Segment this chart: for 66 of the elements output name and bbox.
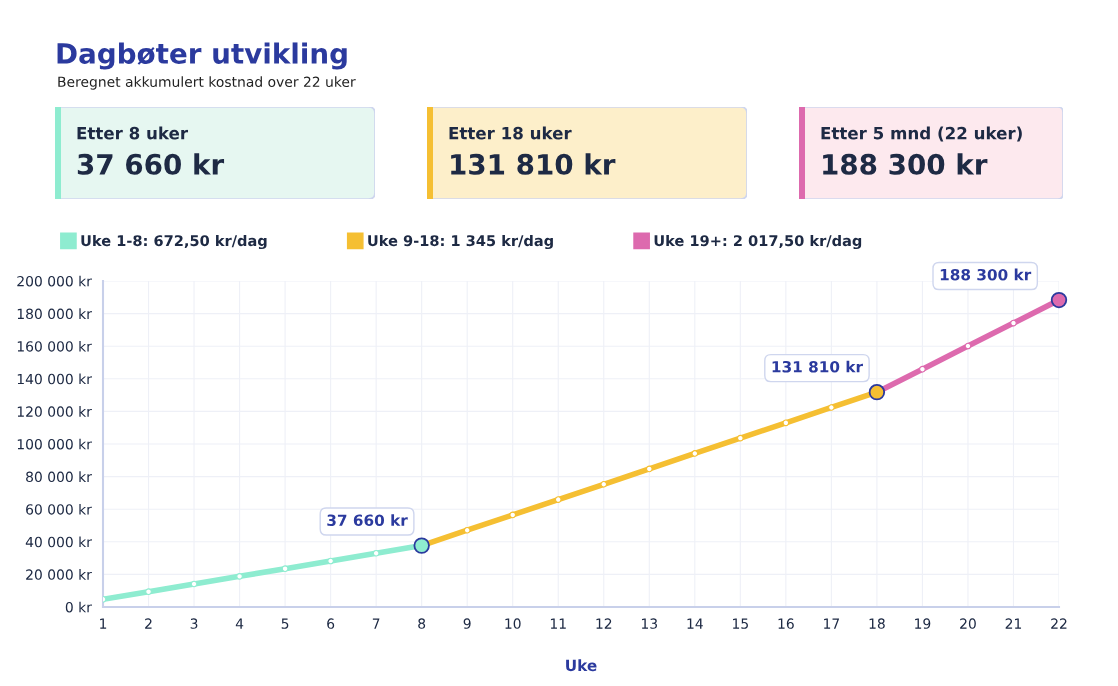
text: Etter 8 uker bbox=[77, 126, 189, 140]
x-tick-label: 11 bbox=[550, 618, 566, 629]
x-tick-label: 5 bbox=[281, 618, 289, 629]
x-tick-label: 8 bbox=[418, 618, 426, 629]
x-tick-label: 2 bbox=[145, 618, 152, 629]
legend-label: Uke 9-18: 1 345 kr/dag bbox=[368, 234, 553, 250]
x-tick-label: 10 bbox=[505, 618, 521, 629]
point bbox=[964, 342, 972, 350]
text: Etter 5 mnd (22 uker) bbox=[821, 126, 1022, 142]
x-tick-label: 21 bbox=[1005, 618, 1022, 629]
y-tick-label: 180 000 kr bbox=[17, 308, 92, 320]
x-tick-label: 19 bbox=[915, 618, 931, 629]
y-tick-label: 140 000 kr bbox=[17, 373, 92, 385]
point bbox=[509, 511, 517, 519]
point bbox=[463, 526, 471, 534]
x-tick-label: 20 bbox=[960, 618, 976, 629]
y-tick-label: 40 000 kr bbox=[25, 536, 92, 548]
point bbox=[919, 365, 926, 373]
point bbox=[281, 565, 289, 573]
y-tick-label: 0 kr bbox=[65, 601, 92, 613]
point bbox=[145, 588, 152, 596]
x-tick-label: 15 bbox=[733, 618, 748, 629]
point bbox=[645, 465, 653, 473]
chart-title: Dagbøter utvikling bbox=[57, 42, 347, 70]
point bbox=[828, 404, 835, 411]
y-tick-label: 80 000 kr bbox=[26, 471, 92, 483]
y-tick-label: 100 000 kr bbox=[17, 438, 92, 450]
point bbox=[1010, 319, 1017, 327]
text: 37 660 kr bbox=[77, 153, 225, 175]
x-tick-label: 16 bbox=[778, 618, 794, 629]
x-tick-label: 4 bbox=[235, 618, 244, 629]
point bbox=[691, 450, 699, 457]
x-tick-label: 17 bbox=[824, 618, 840, 629]
text: 131 810 kr bbox=[451, 153, 616, 175]
x-tick-label: 14 bbox=[687, 618, 703, 629]
chart-subtitle: Beregnet akkumulert kostnad over 22 uker bbox=[58, 76, 356, 90]
x-tick-label: 1 bbox=[100, 618, 107, 629]
text: 188 300 kr bbox=[823, 153, 988, 175]
annotation: 131 810 kr bbox=[772, 360, 863, 373]
y-tick-label: 60 000 kr bbox=[26, 503, 92, 515]
point bbox=[600, 480, 608, 488]
point bbox=[372, 549, 380, 557]
y-tick-label: 20 000 kr bbox=[26, 569, 92, 580]
point bbox=[190, 580, 198, 588]
point bbox=[327, 557, 334, 565]
y-tick-label: 120 000 kr bbox=[17, 406, 92, 417]
point bbox=[236, 573, 243, 580]
x-tick-label: 7 bbox=[372, 618, 380, 629]
x-tick-label: 9 bbox=[463, 618, 471, 629]
y-tick-label: 200 000 kr bbox=[17, 275, 92, 287]
point bbox=[737, 434, 744, 442]
annotation: 188 300 kr bbox=[940, 268, 1032, 281]
point bbox=[782, 419, 790, 427]
x-tick-label: 18 bbox=[869, 618, 885, 629]
point bbox=[554, 496, 562, 503]
x-tick-label: 12 bbox=[596, 618, 612, 629]
y-tick-label: 160 000 kr bbox=[17, 340, 92, 352]
legend-label: Uke 1-8: 672,50 kr/dag bbox=[81, 234, 267, 250]
annotation: 37 660 kr bbox=[327, 514, 408, 526]
x-tick-label: 22 bbox=[1051, 618, 1067, 629]
legend-label: Uke 19+: 2 017,50 kr/dag bbox=[654, 234, 862, 250]
text: Etter 18 uker bbox=[449, 126, 572, 140]
x-tick-label: 3 bbox=[190, 618, 198, 629]
x-tick-label: 13 bbox=[641, 618, 658, 629]
x-tick-label: 6 bbox=[327, 618, 335, 629]
x-axis-title: Uke bbox=[566, 659, 597, 672]
